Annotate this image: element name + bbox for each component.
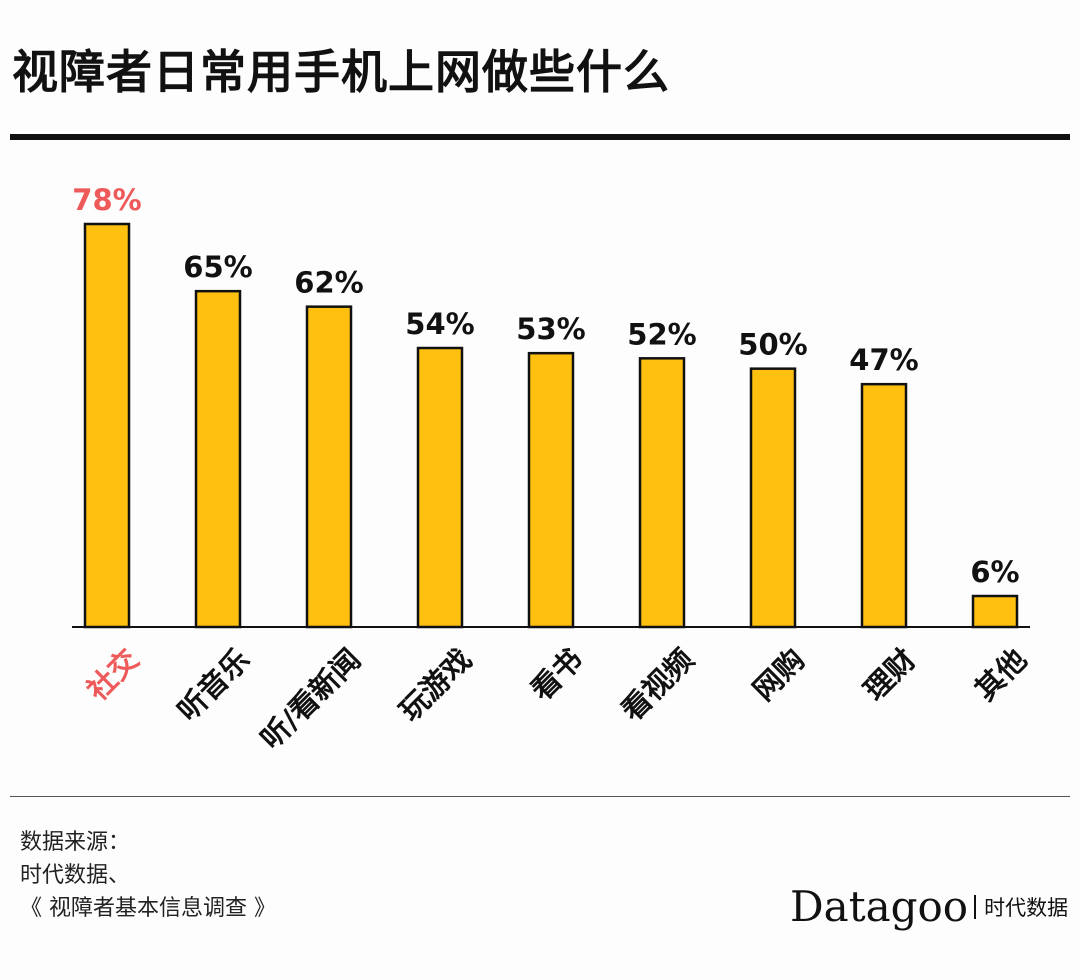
- category-label-2: 听/看新闻: [254, 642, 368, 756]
- title-divider: [10, 134, 1070, 140]
- bar-2: [305, 305, 353, 629]
- value-label-1: 65%: [183, 250, 252, 284]
- bar-chart: 78% 社交 65% 听音乐 62% 听/看新闻 54% 玩游戏 53% 看书 52% 看视频 50% 网…: [72, 183, 1033, 756]
- value-label-3: 54%: [405, 307, 474, 341]
- bar-3: [416, 346, 464, 629]
- category-label-1: 听音乐: [171, 642, 257, 728]
- bar-1: [194, 289, 242, 629]
- category-label-7: 理财: [857, 642, 922, 707]
- footer-divider: [10, 796, 1070, 797]
- category-label-3: 玩游戏: [393, 642, 479, 728]
- value-label-4: 53%: [516, 312, 585, 346]
- bar-6: [749, 367, 797, 629]
- source-note: 数据来源： 时代数据、 《 视障者基本信息调查 》: [20, 826, 276, 925]
- category-label-5: 看视频: [615, 642, 701, 728]
- bar-8: [971, 594, 1019, 629]
- bar-0: [83, 222, 131, 629]
- value-label-5: 52%: [627, 317, 696, 351]
- brand-mark: Datagoo 时代数据: [790, 882, 1068, 931]
- bar-7: [860, 382, 908, 629]
- source-item-2: 《 视障者基本信息调查 》: [20, 896, 276, 921]
- value-label-7: 47%: [849, 343, 918, 377]
- value-label-0: 78%: [72, 183, 141, 217]
- value-label-6: 50%: [738, 328, 807, 362]
- source-label: 数据来源：: [20, 830, 131, 855]
- value-label-2: 62%: [294, 266, 363, 300]
- category-label-0: 社交: [80, 642, 145, 707]
- value-label-8: 6%: [970, 555, 1019, 589]
- category-label-6: 网购: [746, 642, 811, 707]
- brand-logo: Datagoo: [790, 882, 969, 931]
- chart-title: 视障者日常用手机上网做些什么: [12, 45, 670, 99]
- source-item-1: 时代数据、: [20, 863, 131, 888]
- brand-subtitle: 时代数据: [984, 895, 1069, 920]
- brand-separator: [974, 894, 977, 919]
- category-label-8: 其他: [968, 642, 1033, 707]
- bar-4: [527, 351, 575, 629]
- bar-5: [638, 357, 686, 629]
- category-label-4: 看书: [524, 642, 589, 707]
